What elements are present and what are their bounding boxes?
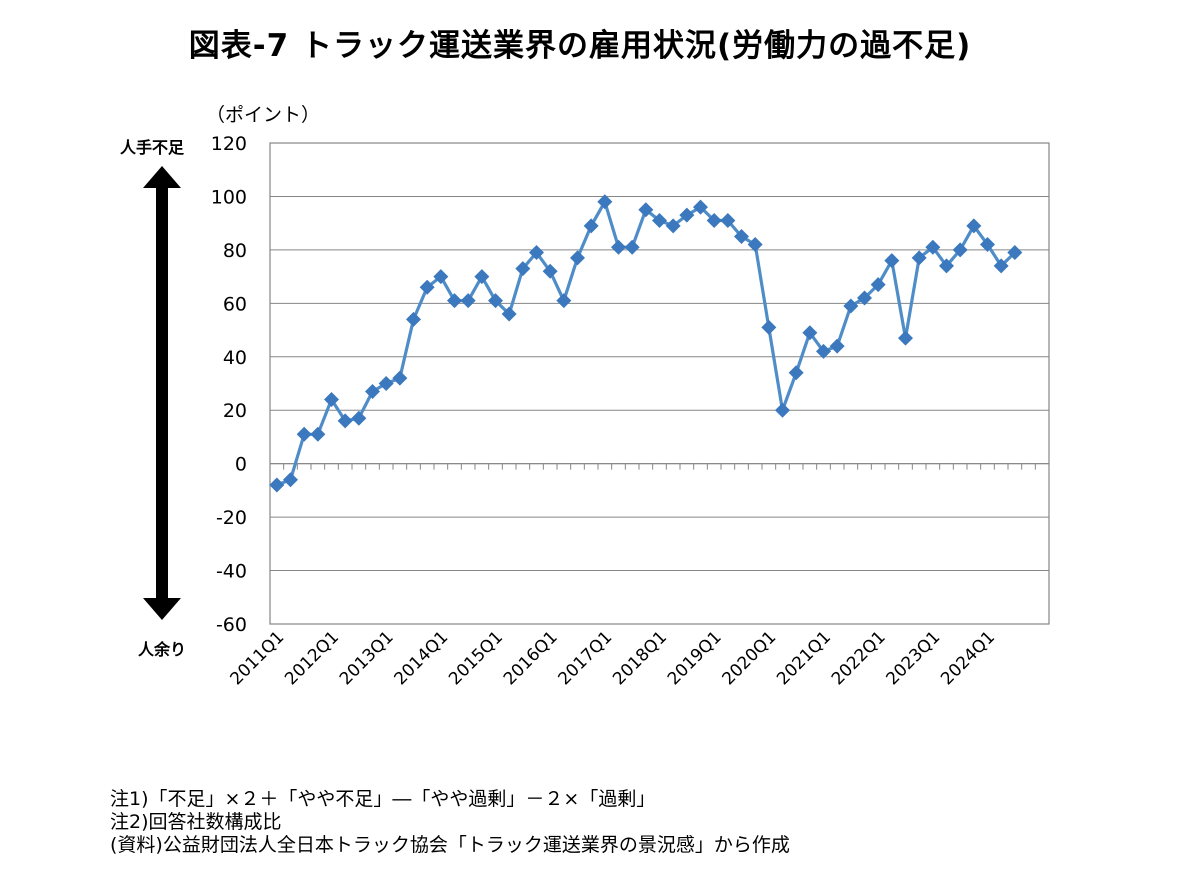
data-point xyxy=(447,293,462,309)
data-point xyxy=(515,261,531,277)
x-tick-label: 2013Q1 xyxy=(336,627,398,689)
data-point xyxy=(501,306,517,322)
data-point xyxy=(652,212,667,228)
data-point xyxy=(583,218,599,234)
x-tick-label: 2023Q1 xyxy=(883,627,945,689)
data-point xyxy=(993,258,1009,274)
x-tick-label: 2016Q1 xyxy=(500,627,562,689)
chart-title: 図表-7 トラック運送業界の雇用状況(労働力の過不足) xyxy=(188,28,972,64)
y-axis-ticks: 120 100 80 60 40 20 0 -20 -40 -60 xyxy=(211,133,247,636)
y-axis-unit-label: （ポイント） xyxy=(206,104,321,126)
data-point xyxy=(460,293,476,309)
x-tick-label: 2011Q1 xyxy=(227,627,289,689)
plot-area xyxy=(269,142,1050,625)
data-point xyxy=(597,194,613,210)
data-point xyxy=(816,343,831,359)
x-tick-label: 2022Q1 xyxy=(828,627,890,689)
x-tick-label: 2012Q1 xyxy=(281,627,343,689)
data-point xyxy=(570,250,585,266)
y-tick-label: 20 xyxy=(223,400,247,422)
data-point xyxy=(829,338,845,354)
data-point xyxy=(870,277,886,293)
data-point xyxy=(529,245,544,261)
data-point xyxy=(406,311,421,327)
data-point xyxy=(310,426,326,442)
data-point xyxy=(324,392,339,408)
data-point xyxy=(296,426,312,442)
y-tick-label: -40 xyxy=(216,561,247,583)
labor-surplus-label: 人余り xyxy=(138,640,187,659)
data-point xyxy=(843,298,859,314)
data-point xyxy=(857,290,872,306)
data-point xyxy=(775,402,790,418)
data-point xyxy=(474,269,490,285)
data-point xyxy=(734,229,749,245)
data-point xyxy=(1007,245,1023,261)
data-point xyxy=(337,413,353,429)
notes: 注1)「不足」×２＋「やや不足」―「やや過剰」－２×「過剰」 注2)回答社数構成… xyxy=(110,788,790,857)
y-tick-label: 40 xyxy=(223,347,247,369)
data-point xyxy=(556,293,572,309)
x-tick-label: 2019Q1 xyxy=(664,627,726,689)
data-point xyxy=(980,237,995,253)
data-point xyxy=(693,199,708,215)
data-point xyxy=(488,293,503,309)
data-point xyxy=(351,410,367,426)
data-point xyxy=(638,202,654,218)
data-point xyxy=(747,237,763,253)
data-point xyxy=(378,376,394,391)
data-point xyxy=(898,330,913,346)
x-tick-label: 2024Q1 xyxy=(937,627,999,689)
note-2: 注2)回答社数構成比 xyxy=(110,811,282,833)
data-point xyxy=(283,472,298,488)
data-point xyxy=(706,212,722,228)
series-layer xyxy=(269,194,1023,493)
data-point xyxy=(365,384,380,400)
double-arrow-icon xyxy=(143,166,181,620)
note-1: 注1)「不足」×２＋「やや不足」―「やや過剰」－２×「過剰」 xyxy=(110,788,656,810)
data-point xyxy=(269,477,285,493)
y-tick-label: -20 xyxy=(216,507,247,529)
data-point xyxy=(939,258,954,274)
x-tick-label: 2017Q1 xyxy=(555,627,617,689)
x-tick-label: 2014Q1 xyxy=(391,627,453,689)
data-point xyxy=(611,239,626,255)
x-axis: 2011Q12012Q12013Q12014Q12015Q12016Q12017… xyxy=(227,463,1050,689)
data-point xyxy=(542,263,558,279)
data-point xyxy=(802,325,818,341)
x-tick-label: 2015Q1 xyxy=(445,627,507,689)
data-point xyxy=(665,218,681,234)
data-point xyxy=(884,253,900,269)
data-point xyxy=(952,242,968,258)
y-tick-label: -60 xyxy=(216,614,247,636)
y-tick-label: 80 xyxy=(223,240,247,262)
data-point xyxy=(911,250,927,266)
data-point xyxy=(788,365,804,381)
source-note: (資料)公益財団法人全日本トラック協会「トラック運送業界の景況感」から作成 xyxy=(110,834,790,856)
labor-shortage-label: 人手不足 xyxy=(120,138,185,157)
data-point xyxy=(419,279,435,295)
data-point xyxy=(679,207,695,223)
x-tick-label: 2018Q1 xyxy=(609,627,671,689)
y-tick-label: 0 xyxy=(235,454,247,476)
data-point xyxy=(433,269,449,285)
data-point xyxy=(966,218,982,234)
data-point xyxy=(720,212,736,228)
data-point xyxy=(761,319,777,335)
x-tick-label: 2021Q1 xyxy=(773,627,835,689)
data-point xyxy=(624,239,640,255)
y-tick-label: 120 xyxy=(211,133,247,155)
y-tick-label: 60 xyxy=(223,293,247,315)
data-point xyxy=(925,239,941,255)
y-tick-label: 100 xyxy=(211,186,247,208)
data-point xyxy=(392,370,408,386)
x-tick-label: 2020Q1 xyxy=(719,627,781,689)
